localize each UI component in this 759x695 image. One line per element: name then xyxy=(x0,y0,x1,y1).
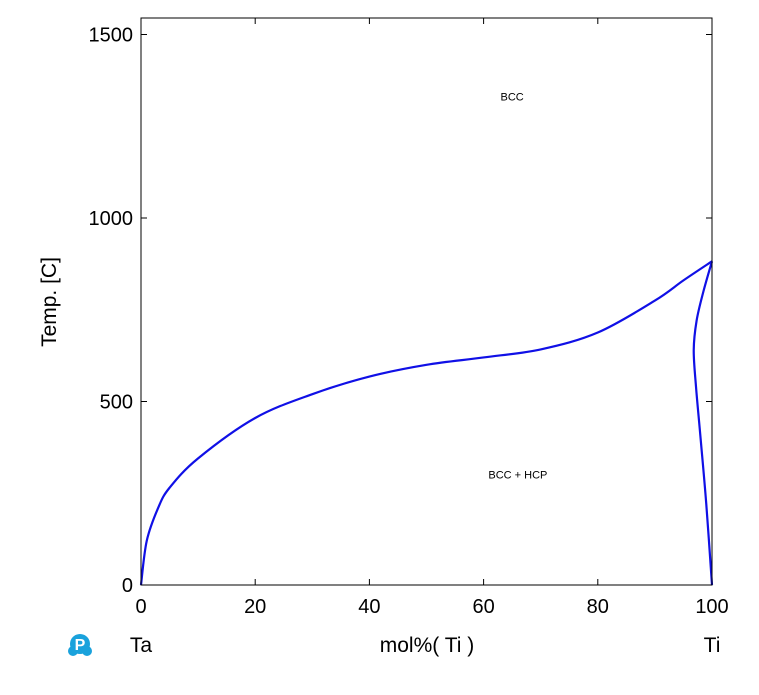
x-axis-title: mol%( Ti ) xyxy=(380,634,475,657)
y-axis-title: Temp. [C] xyxy=(38,257,61,347)
right-component-label: Ti xyxy=(704,634,721,657)
series-line-hcp-boundary xyxy=(692,261,714,586)
x-tick-label: 20 xyxy=(244,596,266,618)
y-tick-label: 1500 xyxy=(89,25,134,47)
pandat-logo: P xyxy=(68,634,92,656)
y-tick-label: 500 xyxy=(100,392,133,414)
series-line-beta-transus xyxy=(139,260,713,586)
x-tick-label: 80 xyxy=(587,596,609,618)
plot-area: LIQBCCBCC + HCP xyxy=(139,92,714,586)
y-tick-label: 0 xyxy=(122,575,133,597)
plot-frame xyxy=(140,17,713,586)
region-label: BCC xyxy=(501,92,524,104)
y-tick-label: 1000 xyxy=(89,208,134,230)
x-tick-label: 100 xyxy=(695,596,728,618)
x-tick-label: 40 xyxy=(358,596,380,618)
x-tick-label: 0 xyxy=(135,596,146,618)
left-component-label: Ta xyxy=(130,634,153,657)
axes: 050010001500200025003000020406080100 xyxy=(89,17,729,618)
pandat-logo-letter: P xyxy=(75,637,86,654)
region-label: BCC + HCP xyxy=(488,470,547,482)
x-tick-label: 60 xyxy=(472,596,494,618)
